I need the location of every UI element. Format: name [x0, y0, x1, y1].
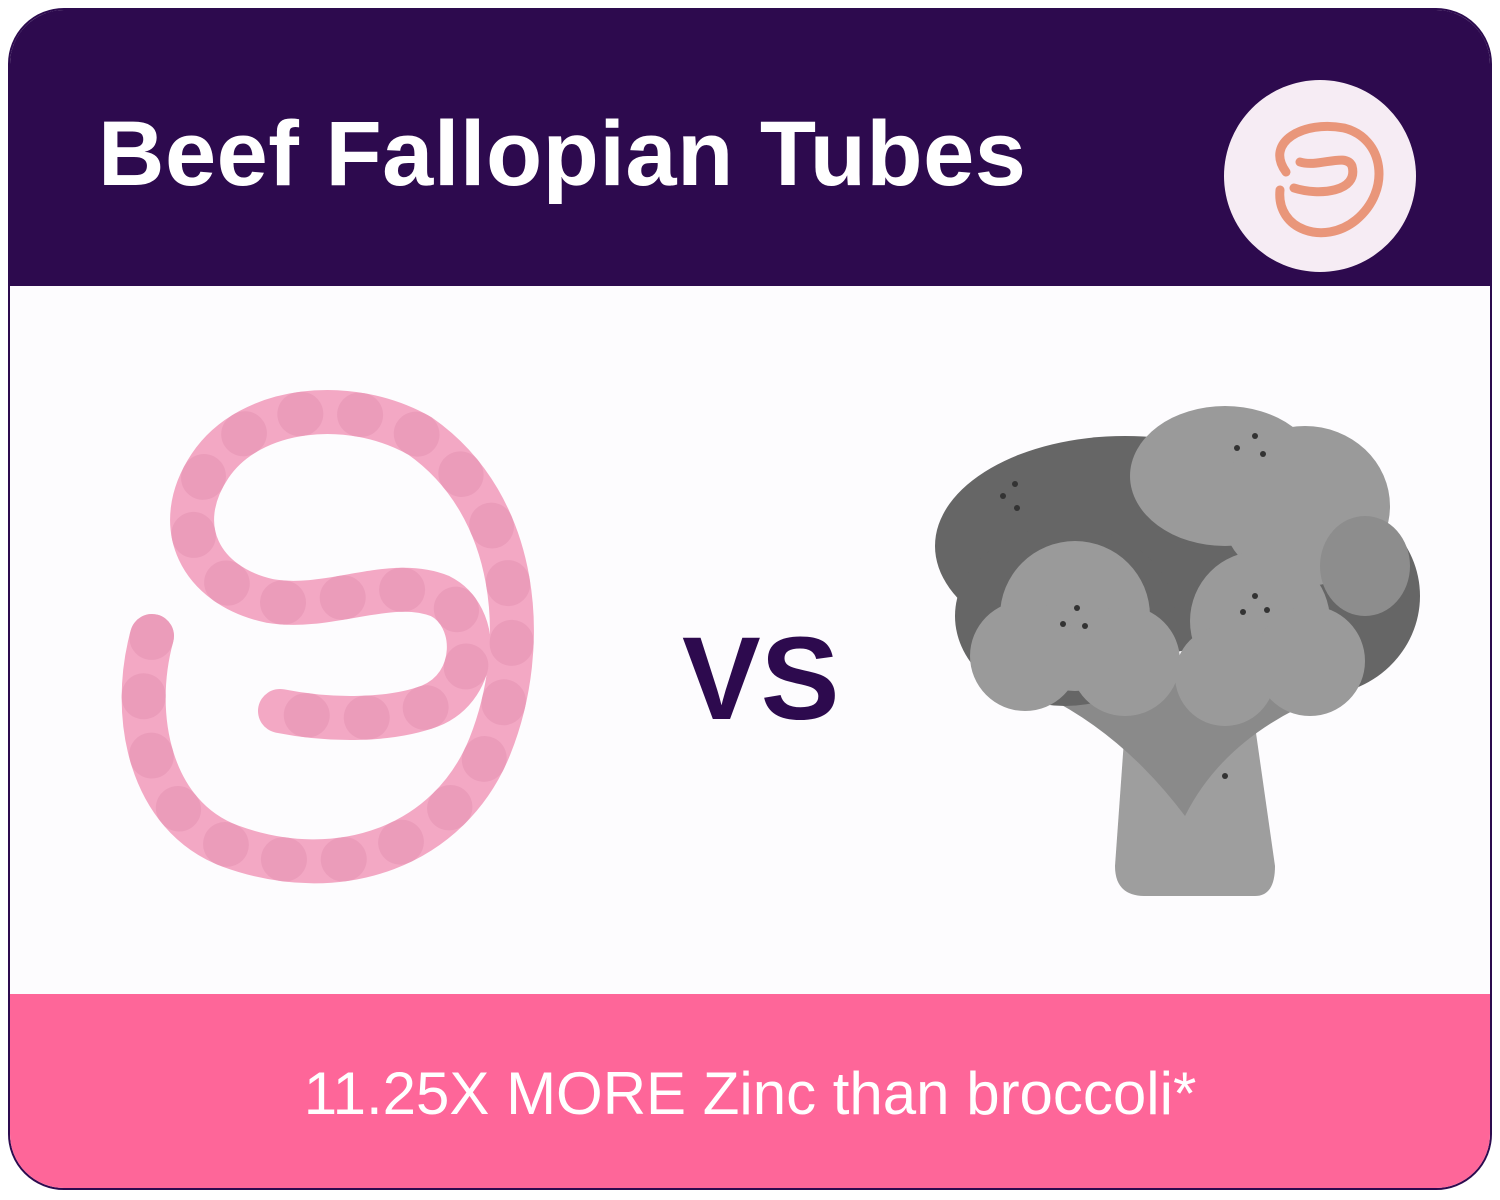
page-title: Beef Fallopian Tubes: [98, 103, 1027, 205]
vs-label: VS: [682, 613, 840, 745]
worm-icon: [1275, 121, 1384, 238]
comparison-area: VS: [10, 286, 1490, 994]
worm-badge: [1224, 80, 1416, 272]
worm-icon: [121, 390, 534, 884]
header: Beef Fallopian Tubes: [10, 10, 1490, 286]
footer-banner: 11.25X MORE Zinc than broccoli*: [10, 994, 1490, 1188]
broccoli-icon: [935, 406, 1420, 896]
comparison-card: Beef Fallopian Tubes VS: [8, 8, 1492, 1190]
zinc-comparison-caption: 11.25X MORE Zinc than broccoli*: [303, 1060, 1197, 1127]
